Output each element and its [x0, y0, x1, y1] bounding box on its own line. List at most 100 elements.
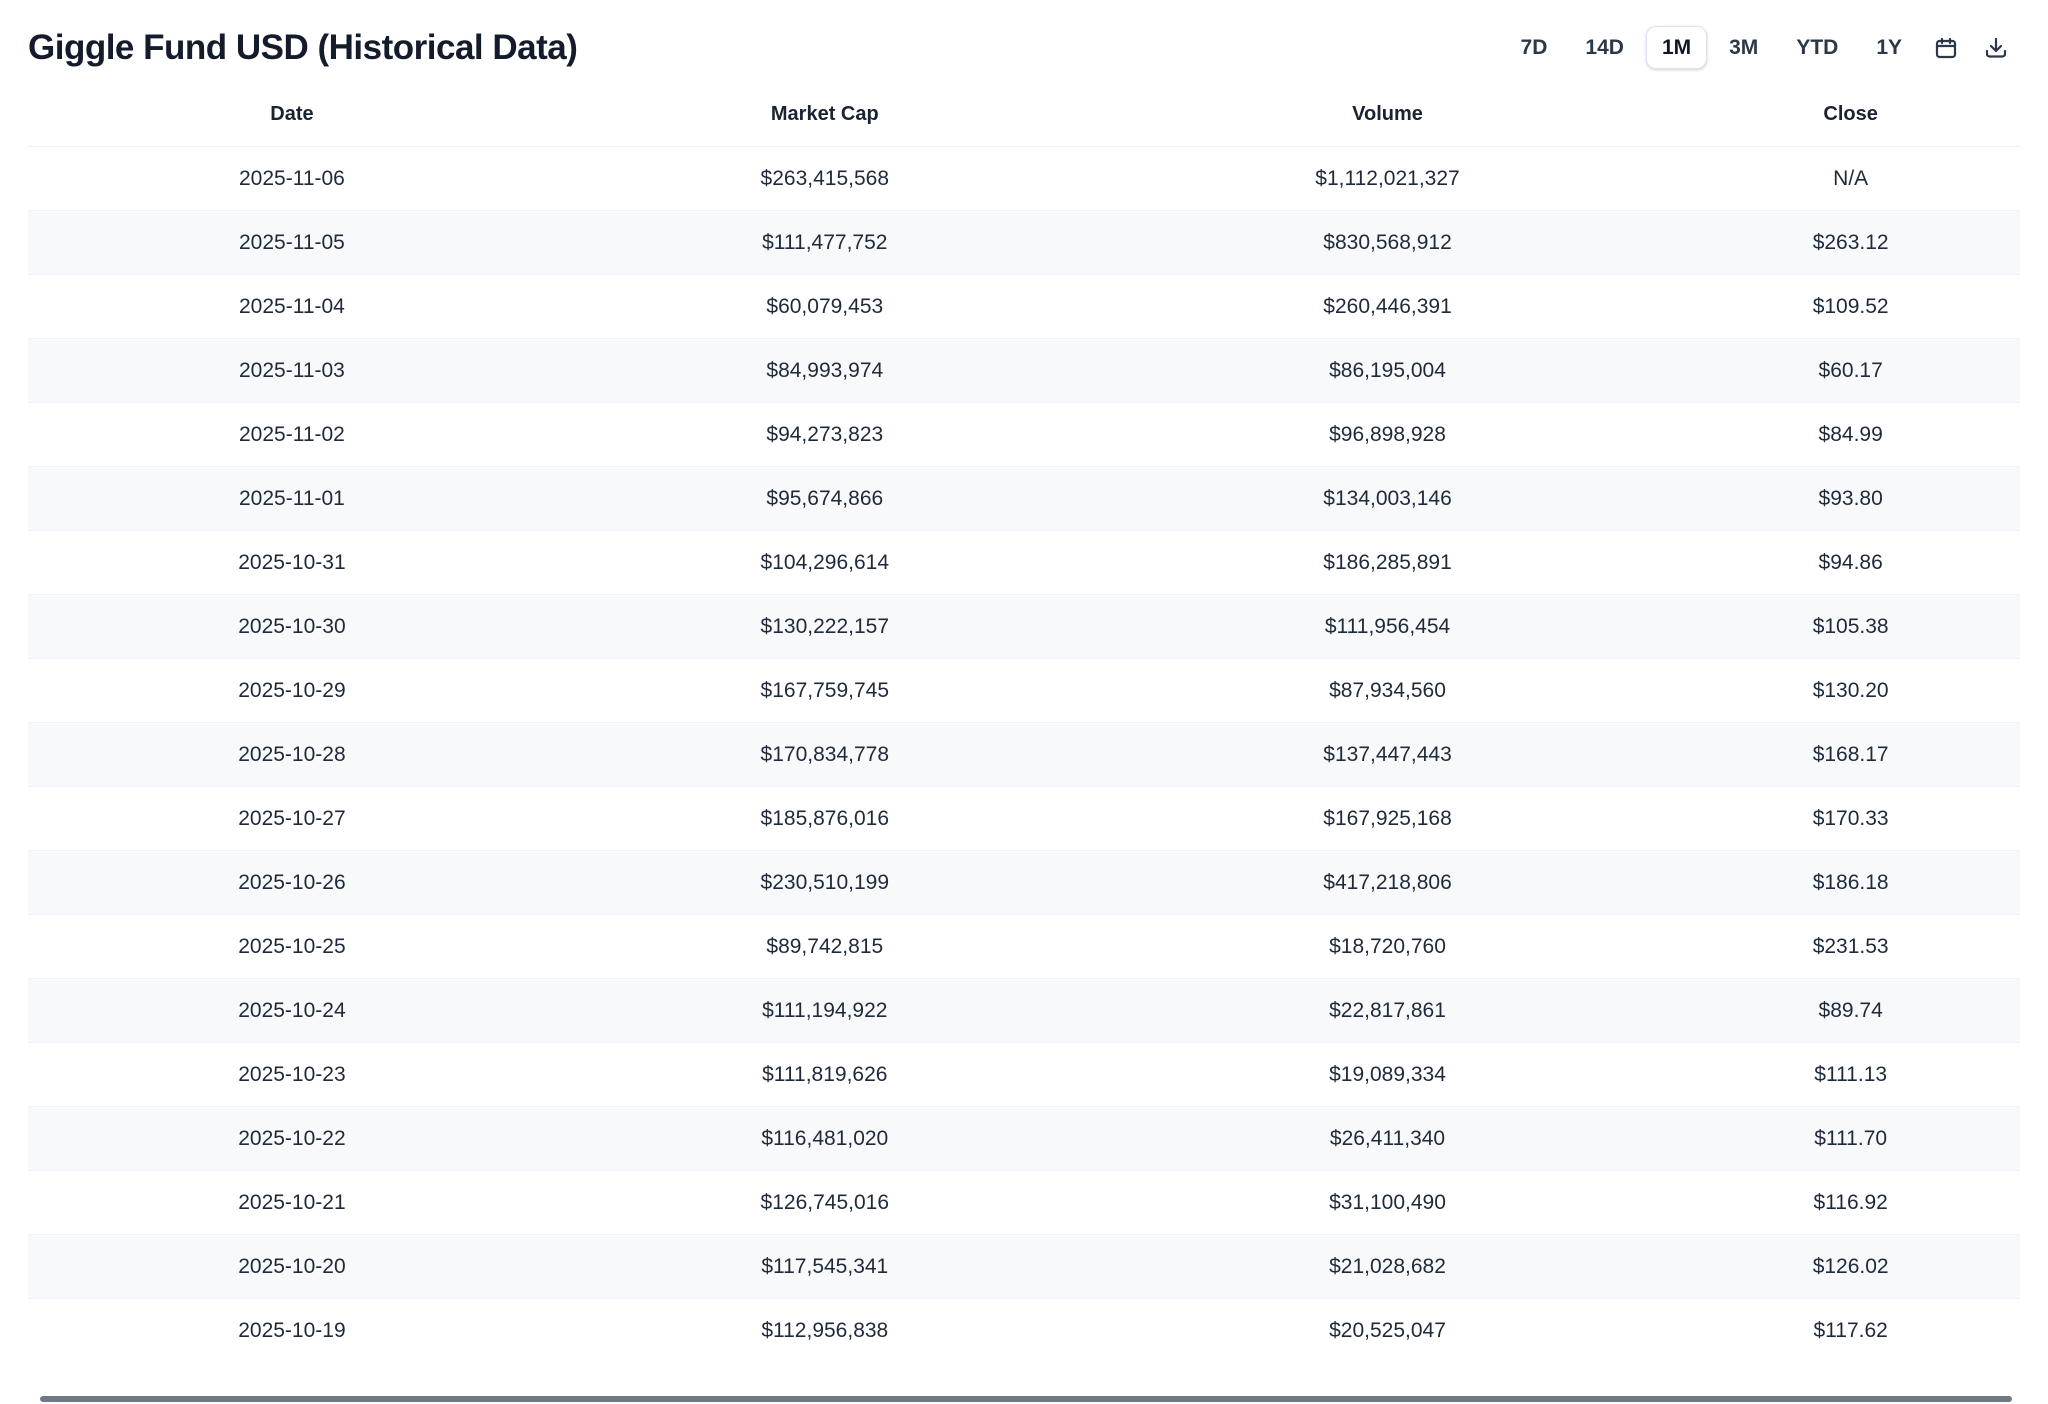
- table-cell: $86,195,004: [1329, 358, 1446, 382]
- table-cell: $109.52: [1812, 294, 1889, 318]
- table-cell: $87,934,560: [1329, 678, 1446, 702]
- page-title: Giggle Fund USD (Historical Data): [28, 27, 578, 67]
- table-cell: $89.74: [1818, 998, 1883, 1022]
- table-row: 2025-11-02 $94,273,823 $96,898,928 $84.99: [28, 402, 2020, 467]
- table-cell: $111,194,922: [762, 998, 888, 1022]
- table-cell: 2025-10-23: [238, 1062, 346, 1086]
- table-header-row: Date Market Cap Volume Close: [28, 87, 2020, 147]
- table-row: 2025-10-20 $117,545,341 $21,028,682 $126.02: [28, 1234, 2020, 1299]
- table-cell: 2025-10-24: [238, 998, 346, 1022]
- column-header-market-cap: Market Cap: [770, 103, 879, 125]
- table-row: 2025-11-01 $95,674,866 $134,003,146 $93.80: [28, 466, 2020, 531]
- table-row: 2025-10-31 $104,296,614 $186,285,891 $94.86: [28, 530, 2020, 595]
- range-selector: 7D 14D 1M 3M YTD 1Y: [1505, 26, 2018, 69]
- table-cell: $130.20: [1812, 678, 1889, 702]
- table-cell: 2025-11-02: [239, 422, 345, 446]
- table-cell: 2025-11-05: [239, 230, 345, 254]
- range-button-ytd[interactable]: YTD: [1780, 26, 1854, 69]
- table-row: 2025-10-23 $111,819,626 $19,089,334 $111.13: [28, 1042, 2020, 1107]
- table-cell: $170,834,778: [760, 742, 890, 766]
- table-row: 2025-10-22 $116,481,020 $26,411,340 $111.70: [28, 1106, 2020, 1171]
- table-cell: $111.70: [1814, 1126, 1888, 1150]
- table-cell: 2025-10-25: [238, 934, 346, 958]
- table-row: 2025-10-24 $111,194,922 $22,817,861 $89.74: [28, 978, 2020, 1043]
- range-buttons: 7D 14D 1M 3M YTD 1Y: [1505, 26, 1918, 69]
- table-cell: $111,819,626: [762, 1062, 888, 1086]
- range-button-3m[interactable]: 3M: [1713, 26, 1774, 69]
- table-cell: 2025-10-30: [238, 614, 346, 638]
- table-cell: 2025-11-03: [239, 358, 345, 382]
- table-cell: $111,956,454: [1324, 614, 1451, 638]
- calendar-button[interactable]: [1924, 27, 1968, 69]
- table-cell: 2025-10-26: [238, 870, 346, 894]
- range-button-14d[interactable]: 14D: [1569, 26, 1640, 69]
- table-cell: $89,742,815: [766, 934, 884, 958]
- table-cell: 2025-10-20: [238, 1254, 346, 1278]
- horizontal-scrollbar-track: [40, 1396, 2012, 1402]
- table-row: 2025-10-21 $126,745,016 $31,100,490 $116.92: [28, 1170, 2020, 1235]
- table-cell: $126,745,016: [760, 1190, 890, 1214]
- column-header-close: Close: [1823, 103, 1878, 125]
- table-cell: $126.02: [1812, 1254, 1889, 1278]
- table-cell: $231.53: [1812, 934, 1889, 958]
- table-cell: $104,296,614: [760, 550, 890, 574]
- table-cell: 2025-10-22: [238, 1126, 346, 1150]
- table-cell: $22,817,861: [1329, 998, 1446, 1022]
- table-row: 2025-10-29 $167,759,745 $87,934,560 $130.20: [28, 658, 2020, 723]
- table-cell: 2025-11-01: [239, 486, 345, 510]
- table-row: 2025-10-25 $89,742,815 $18,720,760 $231.53: [28, 914, 2020, 979]
- table-cell: 2025-10-28: [238, 742, 346, 766]
- download-button[interactable]: [1974, 27, 2018, 69]
- table-cell: $117.62: [1813, 1318, 1888, 1342]
- column-header-date: Date: [270, 103, 314, 125]
- table-cell: $94,273,823: [766, 422, 884, 446]
- table-cell: $830,568,912: [1323, 230, 1452, 254]
- range-button-1y[interactable]: 1Y: [1860, 26, 1918, 69]
- table-cell: N/A: [1833, 166, 1869, 190]
- table-cell: $167,759,745: [760, 678, 890, 702]
- table-cell: $94.86: [1818, 550, 1883, 574]
- calendar-icon: [1934, 36, 1958, 60]
- table-cell: $186,285,891: [1323, 550, 1452, 574]
- column-header-volume: Volume: [1352, 103, 1423, 125]
- table-body: 2025-11-06 $263,415,568 $1,112,021,327 N/A 2…: [28, 146, 2020, 1363]
- table-row: 2025-11-06 $263,415,568 $1,112,021,327 N/A: [28, 146, 2020, 211]
- horizontal-scrollbar-thumb[interactable]: [40, 1396, 2012, 1402]
- table-cell: $93.80: [1818, 486, 1883, 510]
- table-cell: $117,545,341: [761, 1254, 889, 1278]
- table-row: 2025-11-04 $60,079,453 $260,446,391 $109.52: [28, 274, 2020, 339]
- table-cell: $260,446,391: [1323, 294, 1452, 318]
- table-cell: $263.12: [1812, 230, 1889, 254]
- table-cell: $185,876,016: [760, 806, 890, 830]
- table-cell: $111,477,752: [762, 230, 888, 254]
- table-cell: $31,100,490: [1329, 1190, 1446, 1214]
- table-cell: $263,415,568: [760, 166, 890, 190]
- table-cell: 2025-11-06: [239, 166, 345, 190]
- historical-data-table-container: Date Market Cap Volume Close 2025-11-06 $263…: [0, 87, 2048, 1363]
- table-cell: $19,089,334: [1329, 1062, 1446, 1086]
- table-cell: 2025-10-31: [238, 550, 346, 574]
- table-cell: 2025-10-27: [238, 806, 346, 830]
- table-cell: $130,222,157: [760, 614, 890, 638]
- table-cell: 2025-10-21: [238, 1190, 346, 1214]
- table-row: 2025-10-28 $170,834,778 $137,447,443 $168.1…: [28, 722, 2020, 787]
- table-cell: $20,525,047: [1329, 1318, 1446, 1342]
- table-cell: $84,993,974: [766, 358, 884, 382]
- table-cell: $95,674,866: [766, 486, 884, 510]
- table-cell: $21,028,682: [1329, 1254, 1446, 1278]
- table-row: 2025-10-19 $112,956,838 $20,525,047 $117.62: [28, 1298, 2020, 1363]
- table-cell: $18,720,760: [1329, 934, 1446, 958]
- range-button-7d[interactable]: 7D: [1505, 26, 1564, 69]
- table-cell: $112,956,838: [761, 1318, 889, 1342]
- download-icon: [1984, 36, 2008, 60]
- table-cell: 2025-10-19: [238, 1318, 346, 1342]
- table-cell: $417,218,806: [1323, 870, 1452, 894]
- table-cell: $167,925,168: [1323, 806, 1452, 830]
- table-cell: $1,112,021,327: [1315, 166, 1460, 190]
- table-cell: $96,898,928: [1329, 422, 1446, 446]
- table-row: 2025-11-03 $84,993,974 $86,195,004 $60.17: [28, 338, 2020, 403]
- table-cell: $60,079,453: [766, 294, 884, 318]
- header: Giggle Fund USD (Historical Data) 7D 14D 1…: [0, 0, 2048, 87]
- table-cell: $116.92: [1813, 1190, 1888, 1214]
- range-button-1m[interactable]: 1M: [1645, 26, 1708, 69]
